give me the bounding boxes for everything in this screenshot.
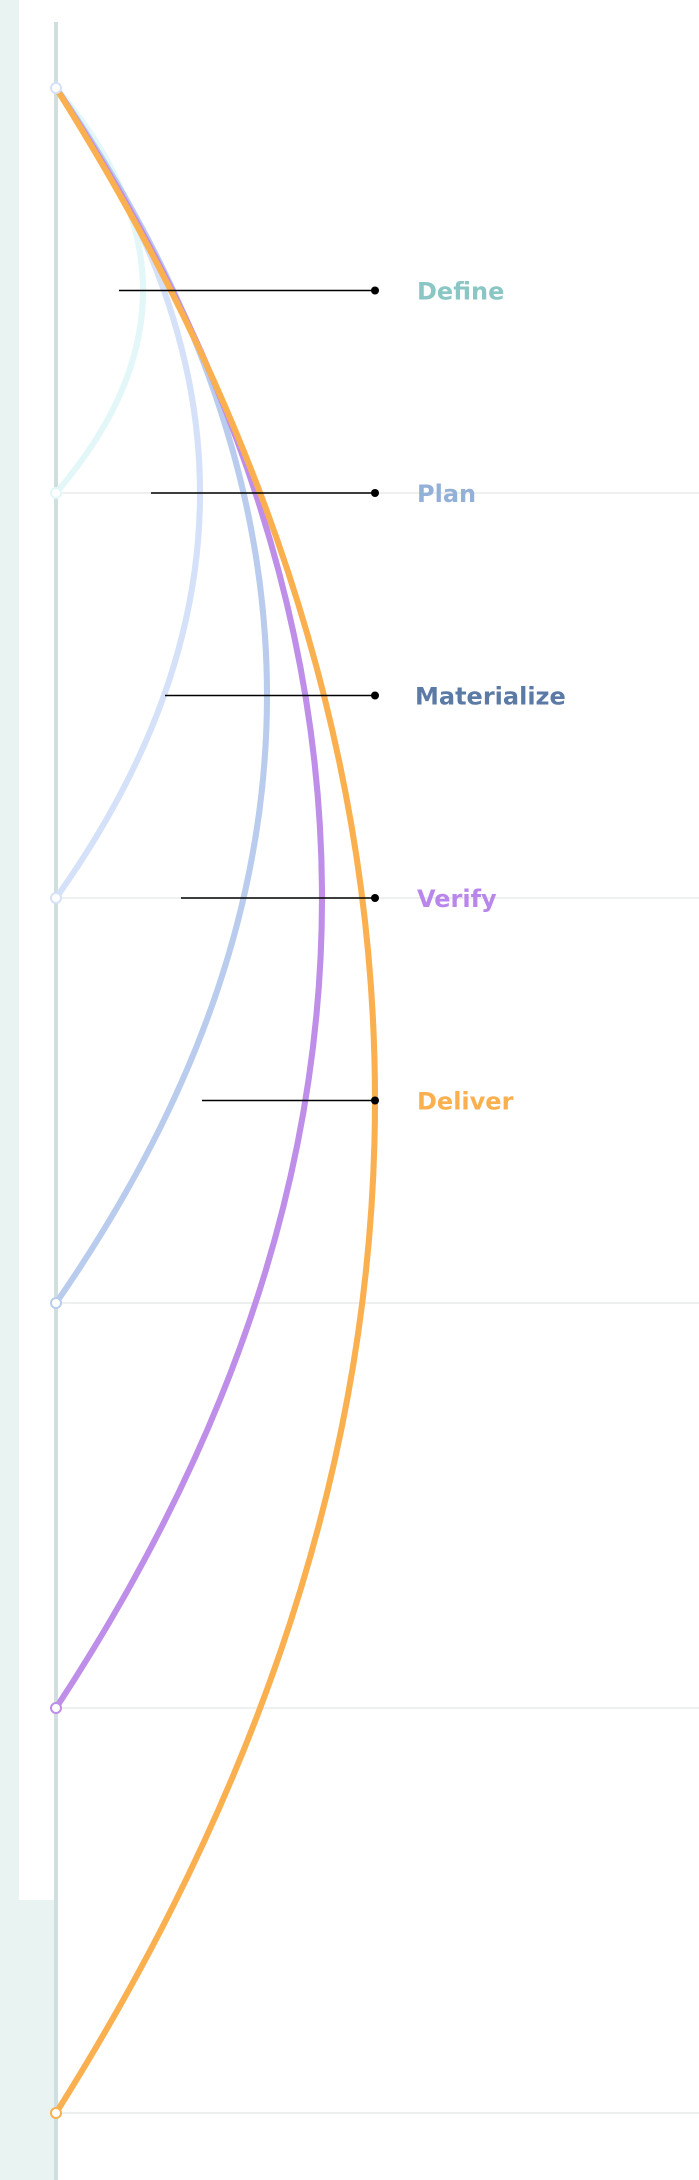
node-deliver [50,2107,62,2119]
node-define [50,487,62,499]
node-verify [50,1702,62,1714]
phase-label-materialize: Materialize [415,683,566,711]
node-plan [50,892,62,904]
leader-dot-materialize [371,691,379,700]
leader-dot-verify [371,894,379,902]
phase-label-verify: Verify [417,885,497,913]
node-materialize [50,1297,62,1309]
phase-label-deliver: Deliver [417,1088,514,1116]
start-node [50,82,62,94]
leader-dot-plan [371,489,379,497]
phase-label-define: Define [417,278,504,306]
background-strip [0,0,19,1900]
leader-dot-define [371,286,379,295]
background-strip-bottom [0,1900,56,2180]
leader-dot-deliver [371,1096,379,1105]
phase-label-plan: Plan [417,480,476,508]
